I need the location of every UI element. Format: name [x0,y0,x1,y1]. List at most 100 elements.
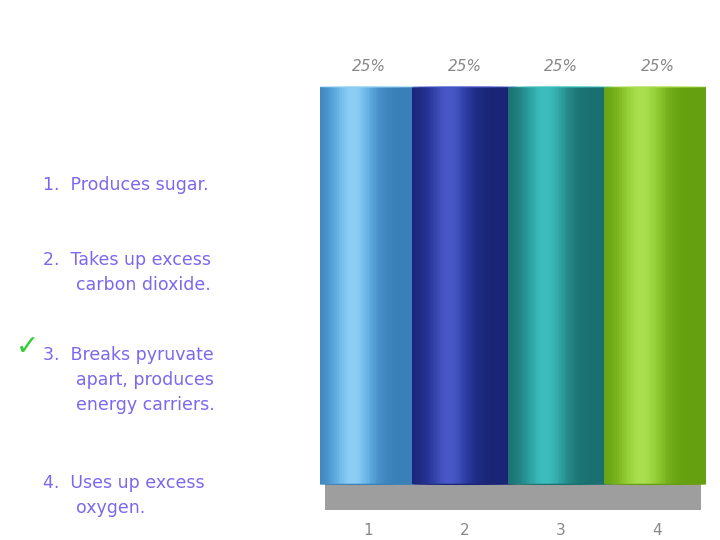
Bar [544,87,545,484]
Bar [682,87,684,484]
Bar [409,87,411,484]
Bar [486,87,488,484]
Bar [430,87,431,484]
Bar [510,87,513,484]
Ellipse shape [508,484,614,485]
Bar [319,87,321,484]
Bar [514,87,516,484]
Bar [591,87,593,484]
Ellipse shape [412,484,518,485]
Bar [426,87,428,484]
Bar [524,87,526,484]
Bar [467,87,469,484]
Bar [360,87,361,484]
Bar [574,87,575,484]
Bar [456,87,458,484]
Ellipse shape [605,484,711,485]
Bar [361,87,364,484]
Bar [431,87,433,484]
Text: 2: 2 [460,523,469,538]
Bar [356,87,358,484]
Text: 25%: 25% [448,59,482,74]
Bar [649,87,650,484]
Bar [631,87,633,484]
Bar [328,87,330,484]
Bar [531,87,533,484]
Text: ✓: ✓ [16,333,39,361]
Bar [567,87,568,484]
Ellipse shape [315,86,421,87]
Bar [326,87,328,484]
Bar [603,87,606,484]
Bar [325,87,326,484]
Bar [418,87,420,484]
Bar [661,87,662,484]
Bar [399,87,400,484]
Bar [677,87,679,484]
Bar [645,87,647,484]
Bar [691,87,693,484]
Bar [617,87,618,484]
Bar [438,87,440,484]
Ellipse shape [508,86,614,87]
Text: 25%: 25% [544,59,578,74]
Bar [596,87,598,484]
Bar [342,87,344,484]
Bar [535,87,536,484]
Text: 25%: 25% [641,59,675,74]
Bar [372,87,374,484]
Bar [470,87,472,484]
Bar [598,87,600,484]
Bar [586,87,588,484]
Bar [481,87,482,484]
Bar [349,87,351,484]
Bar [522,87,524,484]
Bar [369,87,370,484]
Bar [414,87,415,484]
Bar [382,87,384,484]
Bar [559,87,561,484]
Bar [549,87,551,484]
Bar [420,87,423,484]
Bar [433,87,435,484]
Bar [705,87,707,484]
Text: 2.  Takes up excess
      carbon dioxide.: 2. Takes up excess carbon dioxide. [43,251,211,294]
Bar [545,87,547,484]
Bar [390,87,392,484]
Bar [393,87,395,484]
Bar [557,87,559,484]
Bar [493,87,495,484]
Bar [662,87,665,484]
Bar [698,87,700,484]
Bar [517,87,519,484]
Bar [321,87,323,484]
Bar [405,87,408,484]
Bar [513,87,514,484]
Bar [451,87,452,484]
Bar [415,87,417,484]
Bar [561,87,563,484]
Bar [370,87,372,484]
Bar [588,87,590,484]
Bar [415,87,416,484]
Bar [505,87,507,484]
Bar [612,87,614,484]
Bar [547,87,549,484]
Bar [684,87,685,484]
Bar [509,87,510,484]
Bar [500,87,502,484]
Bar [510,87,512,484]
Bar [600,87,602,484]
Bar [673,87,675,484]
Bar [575,87,577,484]
Bar [462,87,463,484]
Bar [404,87,405,484]
Bar [424,87,426,484]
Bar [482,87,485,484]
Bar [590,87,591,484]
Bar [469,87,470,484]
Bar [606,87,607,484]
Bar [495,87,497,484]
Bar [568,87,570,484]
Bar [607,87,609,484]
